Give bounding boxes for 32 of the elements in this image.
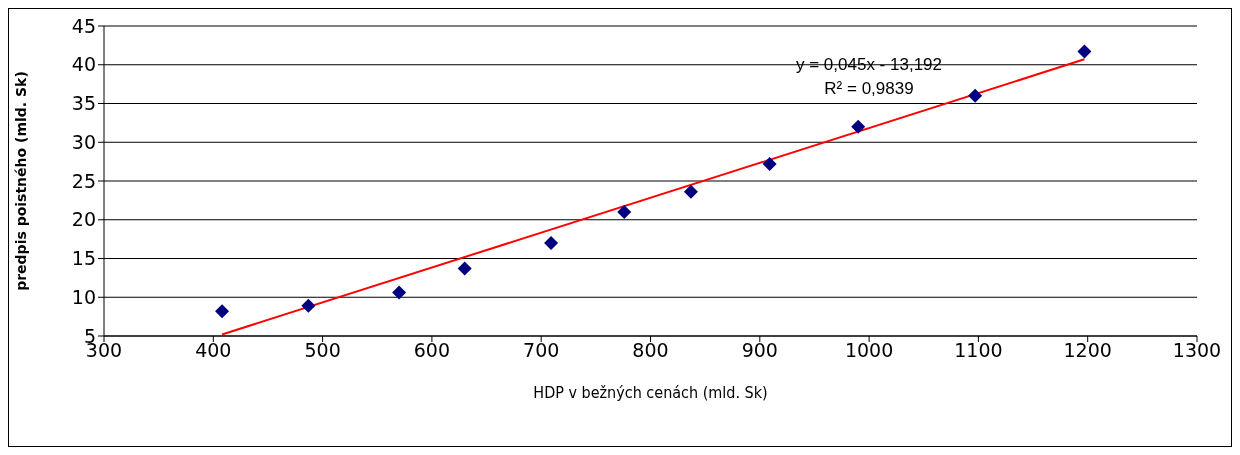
x-tick-label: 500 bbox=[304, 339, 341, 362]
x-tick-label: 1200 bbox=[1063, 339, 1112, 362]
point bbox=[392, 285, 407, 300]
x-tick-label: 800 bbox=[632, 339, 669, 362]
point bbox=[968, 88, 983, 103]
point bbox=[457, 261, 472, 276]
point bbox=[1077, 44, 1092, 59]
x-axis-title: HDP v bežných cenách (mld. Sk) bbox=[533, 383, 768, 402]
x-tick-label: 600 bbox=[413, 339, 451, 362]
point bbox=[851, 119, 866, 134]
y-tick-label: 30 bbox=[71, 130, 96, 153]
point bbox=[301, 298, 316, 313]
point bbox=[762, 156, 777, 171]
point bbox=[215, 304, 230, 319]
x-tick-label: 400 bbox=[195, 339, 232, 362]
x-tick-label: 900 bbox=[741, 339, 778, 362]
y-tick-label: 35 bbox=[71, 92, 96, 115]
y-tick-label: 20 bbox=[71, 208, 96, 231]
y-tick-label: 10 bbox=[71, 285, 96, 308]
point bbox=[683, 184, 698, 199]
y-tick-label: 15 bbox=[71, 247, 96, 270]
point bbox=[544, 236, 559, 250]
y-tick-label: 25 bbox=[71, 169, 96, 192]
x-tick-label: 1100 bbox=[954, 339, 1003, 362]
x-tick-label: 1000 bbox=[844, 339, 894, 362]
x-tick-label: 700 bbox=[523, 339, 560, 362]
x-tick-label: 1300 bbox=[1172, 339, 1222, 362]
annotation: R² = 0,9839 bbox=[823, 78, 915, 100]
y-axis-title: predpis poistného (mld. Sk) bbox=[12, 71, 29, 291]
y-tick-label: 45 bbox=[71, 14, 96, 37]
point bbox=[617, 205, 632, 219]
y-tick-label: 40 bbox=[71, 53, 96, 76]
